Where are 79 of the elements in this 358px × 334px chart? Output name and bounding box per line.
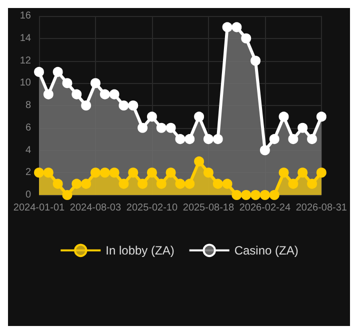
point [156, 122, 166, 133]
point [241, 33, 252, 44]
x-tick-label: 2026-08-31 [296, 202, 348, 214]
point [62, 190, 72, 200]
point [62, 78, 72, 88]
point [288, 178, 298, 189]
point [232, 190, 242, 200]
point [52, 66, 63, 77]
point [184, 178, 195, 189]
point [43, 168, 54, 178]
point [260, 190, 270, 200]
point [90, 78, 100, 88]
point [269, 134, 280, 144]
point [100, 168, 110, 178]
point [109, 168, 120, 178]
point [212, 134, 223, 144]
y-tick-label: 6 [25, 122, 32, 134]
point [316, 112, 326, 122]
point [128, 168, 138, 178]
point [166, 122, 176, 133]
point [241, 190, 252, 200]
point [307, 178, 318, 189]
point [128, 100, 138, 110]
point [118, 100, 129, 110]
point [298, 122, 308, 133]
point [34, 66, 44, 77]
x-tick-label: 2024-08-03 [70, 202, 122, 214]
point [316, 168, 326, 178]
x-tick-label: 2025-08-18 [182, 202, 234, 214]
y-tick-label: 10 [20, 78, 32, 89]
x-tick-label: 2026-02-24 [239, 202, 291, 214]
y-tick-label: 14 [20, 32, 32, 44]
point [278, 168, 289, 178]
point [288, 134, 298, 144]
point [72, 89, 82, 100]
point [81, 178, 92, 189]
point [166, 168, 176, 178]
legend-label: In lobby (ZA) [106, 243, 174, 258]
point [212, 178, 223, 189]
point [222, 178, 232, 189]
point [203, 168, 214, 178]
point [298, 168, 308, 178]
point [194, 156, 204, 166]
x-tick-label: 2025-02-10 [126, 202, 178, 214]
point [146, 112, 157, 122]
point [72, 178, 82, 189]
point [146, 168, 157, 178]
point [278, 112, 289, 122]
y-tick-label: 12 [20, 55, 32, 66]
point [138, 122, 148, 133]
point [34, 168, 44, 178]
point [250, 190, 261, 200]
point [232, 22, 242, 32]
point [118, 178, 129, 189]
point [52, 178, 63, 189]
point [260, 145, 270, 156]
point [307, 134, 318, 144]
point [269, 190, 280, 200]
point [100, 89, 110, 100]
point [175, 178, 186, 189]
point [156, 178, 166, 189]
point [81, 100, 92, 110]
point [203, 134, 214, 144]
y-tick-label: 16 [20, 10, 32, 22]
legend-label: Casino (ZA) [234, 243, 298, 258]
x-tick-label: 2024-01-01 [13, 202, 66, 214]
point [250, 56, 261, 66]
point [90, 168, 100, 178]
y-tick-label: 8 [25, 100, 32, 111]
y-tick-label: 4 [25, 144, 32, 156]
point [43, 89, 54, 100]
point [109, 89, 120, 100]
point [184, 134, 195, 144]
point [138, 178, 148, 189]
y-tick-label: 2 [25, 167, 32, 178]
point [175, 134, 186, 144]
y-tick-label: 0 [25, 190, 32, 200]
point [222, 22, 232, 32]
point [194, 112, 204, 122]
